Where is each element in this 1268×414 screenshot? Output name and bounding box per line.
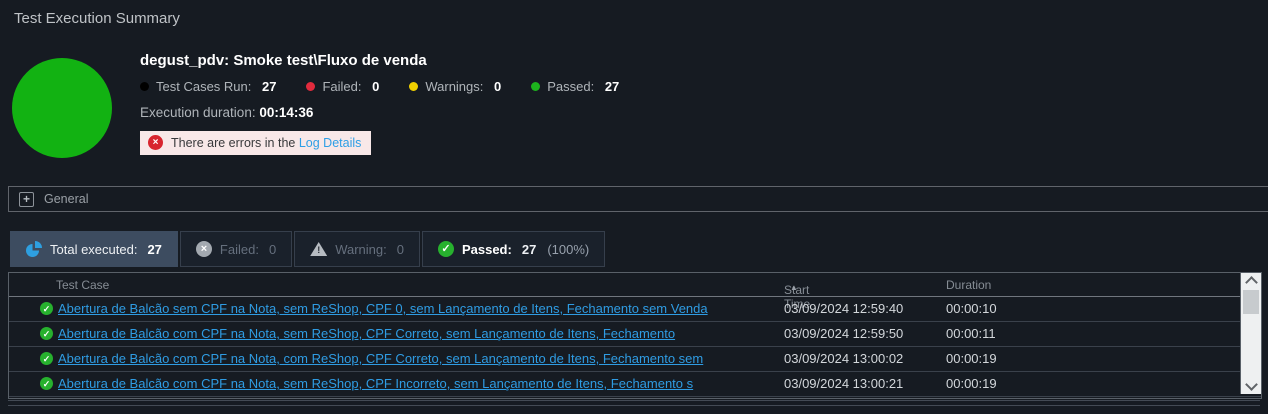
stat-value: 27 <box>262 79 277 94</box>
duration-cell: 00:00:11 <box>946 326 996 341</box>
page-title: Test Execution Summary <box>14 10 180 27</box>
start-time-cell: 03/09/2024 12:59:50 <box>784 326 904 341</box>
table-header: Test Case Start Time ▲ Duration <box>9 273 1261 311</box>
start-time-cell: 03/09/2024 12:59:40 <box>784 301 904 316</box>
duration-cell: 00:00:10 <box>946 301 997 316</box>
test-case-link[interactable]: Abertura de Balcão com CPF na Nota, sem … <box>58 376 694 391</box>
table-row[interactable]: Abertura de Balcão com CPF na Nota, sem … <box>9 372 1261 397</box>
column-header-test-case[interactable]: Test Case <box>56 278 110 292</box>
stat-label: Passed: <box>547 79 598 94</box>
stat-value: 0 <box>372 79 380 94</box>
row-passed-check-icon <box>40 327 53 340</box>
column-header-duration[interactable]: Duration <box>946 278 992 292</box>
stat-label: Warnings: <box>425 79 487 94</box>
table-body: Abertura de Balcão sem CPF na Nota, sem … <box>9 297 1261 397</box>
scroll-up-button[interactable] <box>1244 273 1258 289</box>
error-banner: There are errors in the Log Details <box>140 131 372 155</box>
expand-plus-icon[interactable] <box>19 191 34 207</box>
general-section-header[interactable]: General <box>8 186 1268 212</box>
duration-value: 00:14:36 <box>259 105 314 120</box>
chevron-down-icon <box>1244 378 1258 391</box>
log-details-link[interactable]: Log Details <box>298 135 362 150</box>
results-pie-chart <box>12 58 112 158</box>
duration-cell: 00:00:19 <box>946 376 997 391</box>
failed-circle-x-icon <box>195 241 212 257</box>
result-tabs: Total executed:27 Failed:0 Warning:0 Pas… <box>10 231 606 267</box>
error-banner-text: There are errors in the Log Details <box>171 135 362 150</box>
test-run-name: degust_pdv: Smoke test\Fluxo de venda <box>140 52 427 69</box>
row-passed-check-icon <box>40 377 53 390</box>
start-time-cell: 03/09/2024 13:00:21 <box>784 376 904 391</box>
vertical-scrollbar[interactable] <box>1240 273 1261 394</box>
scroll-down-button[interactable] <box>1244 378 1258 394</box>
table-row[interactable]: Abertura de Balcão com CPF na Nota, com … <box>9 347 1261 372</box>
stat-dot-icon <box>306 82 316 91</box>
row-passed-check-icon <box>40 302 53 315</box>
pie-chart-icon <box>26 241 42 257</box>
tab-passed[interactable]: Passed:27 (100%) <box>421 231 606 267</box>
start-time-cell: 03/09/2024 13:00:02 <box>784 351 904 366</box>
general-section-label: General <box>44 192 89 206</box>
summary-panel: degust_pdv: Smoke test\Fluxo de venda Te… <box>140 52 619 155</box>
stat-value: 0 <box>494 79 502 94</box>
scrollbar-thumb[interactable] <box>1243 290 1259 314</box>
stat-item: Warnings: 0 <box>409 79 501 94</box>
row-passed-check-icon <box>40 352 53 365</box>
scrollbar-track[interactable] <box>1241 288 1261 379</box>
warning-triangle-icon <box>310 242 328 256</box>
tab-total-executed[interactable]: Total executed: 27 <box>10 231 178 267</box>
duration-cell: 00:00:19 <box>946 351 997 366</box>
chevron-up-icon <box>1244 276 1258 289</box>
test-case-link[interactable]: Abertura de Balcão sem CPF na Nota, sem … <box>58 301 708 316</box>
passed-check-icon <box>437 241 454 257</box>
stat-item: Test Cases Run: 27 <box>140 79 276 94</box>
stat-label: Test Cases Run: <box>156 79 255 94</box>
tab-failed[interactable]: Failed:0 <box>179 231 293 267</box>
stat-item: Failed: 0 <box>306 79 379 94</box>
test-case-link[interactable]: Abertura de Balcão com CPF na Nota, sem … <box>58 326 676 341</box>
sort-ascending-icon: ▲ <box>790 283 798 292</box>
table-row[interactable]: Abertura de Balcão com CPF na Nota, sem … <box>9 322 1261 347</box>
stat-value: 27 <box>604 79 620 94</box>
stat-item: Passed: 27 <box>531 79 619 94</box>
stat-dot-icon <box>140 82 149 91</box>
execution-duration: Execution duration: 00:14:36 <box>140 105 619 120</box>
passed-percentage: (100%) <box>547 241 590 257</box>
stat-dot-icon <box>531 82 541 91</box>
test-cases-table: Test Case Start Time▲ Duration Abertura … <box>8 272 1262 399</box>
stat-label: Failed: <box>322 79 366 94</box>
stats-row: Test Cases Run: 27 Failed: 0 Warnings: 0… <box>140 79 619 94</box>
duration-label: Execution duration: <box>140 105 256 120</box>
stat-dot-icon <box>409 82 419 91</box>
horizontal-scrollbar[interactable] <box>8 400 1260 406</box>
test-case-link[interactable]: Abertura de Balcão com CPF na Nota, com … <box>58 351 704 366</box>
error-circle-x-icon <box>148 135 163 150</box>
tab-warning[interactable]: Warning:0 <box>294 231 420 267</box>
table-row[interactable]: Abertura de Balcão sem CPF na Nota, sem … <box>9 297 1261 322</box>
